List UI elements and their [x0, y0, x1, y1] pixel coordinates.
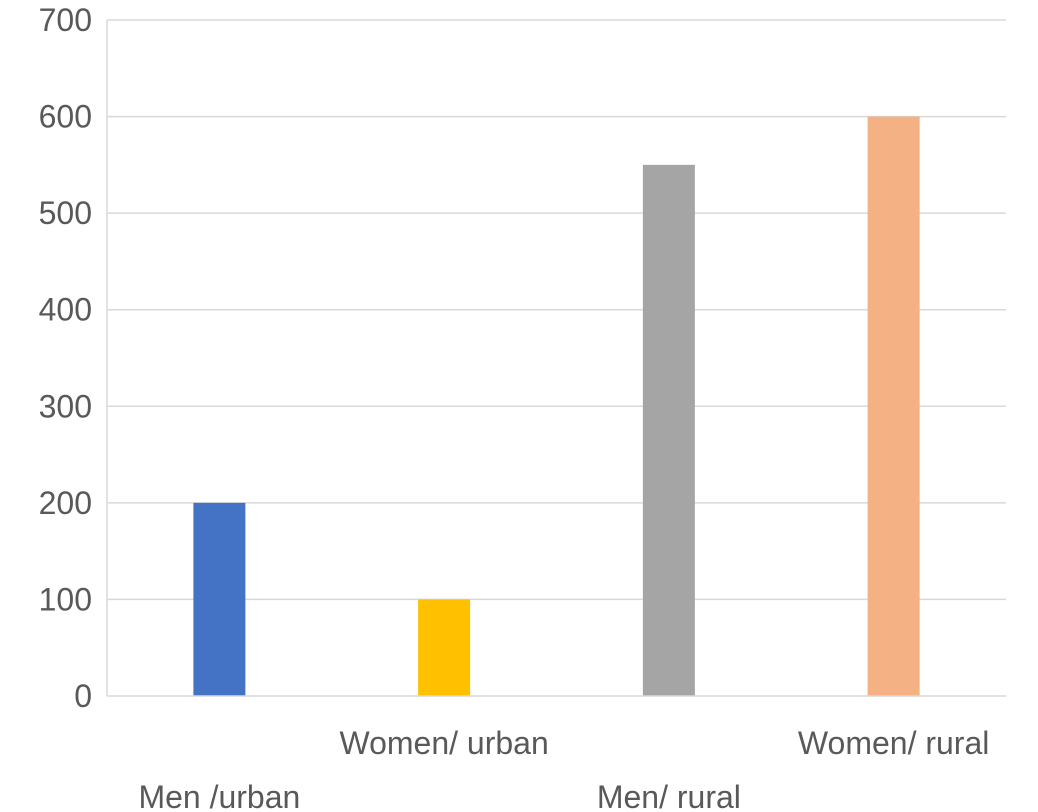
x-category-label: Men /urban [138, 779, 300, 812]
bar [418, 599, 471, 696]
x-category-label: Men/ rural [597, 779, 741, 812]
y-tick-label: 200 [39, 485, 92, 521]
gridlines [107, 19, 1006, 601]
y-tick-label: 700 [39, 2, 92, 38]
bar [193, 502, 246, 696]
bar [642, 164, 695, 696]
x-axis-category-labels: Men /urban Women/ urban Men/ rural Women/ r… [138, 725, 989, 812]
y-tick-label: 300 [39, 388, 92, 424]
bar [867, 116, 920, 697]
y-tick-label: 100 [39, 581, 92, 617]
y-tick-label: 400 [39, 292, 92, 328]
y-tick-label: 500 [39, 195, 92, 231]
y-axis-tick-labels: 0 100 200 300 400 500 600 700 [39, 2, 92, 714]
bars [193, 116, 920, 697]
x-category-label: Women/ rural [798, 725, 989, 761]
y-tick-label: 600 [39, 99, 92, 135]
y-tick-label: 0 [74, 678, 92, 714]
x-category-label: Women/ urban [339, 725, 548, 761]
